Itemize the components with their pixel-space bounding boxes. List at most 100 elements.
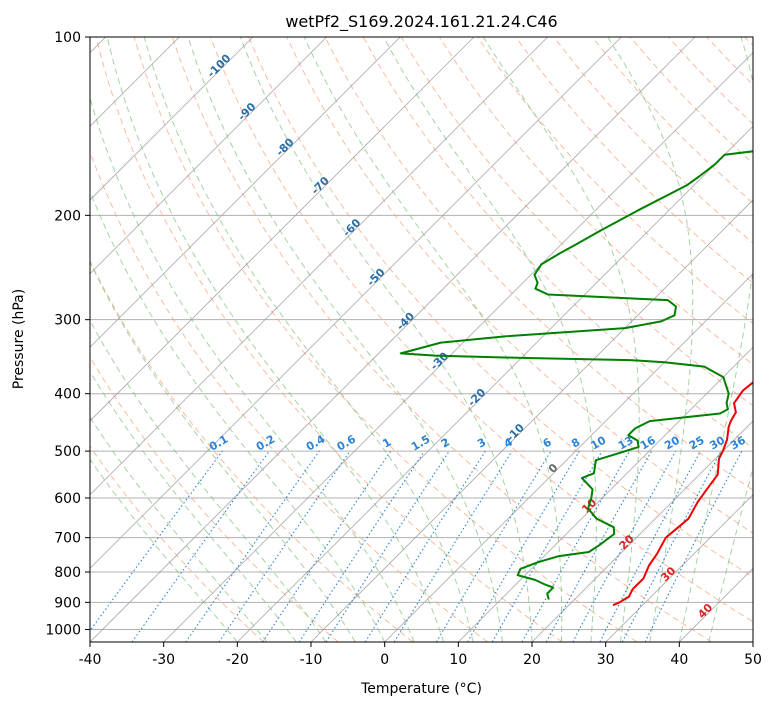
x-tick-label: -20: [226, 652, 249, 668]
mixing-ratio-label: 25: [687, 434, 707, 453]
mixing-ratio-lines: [90, 450, 743, 642]
isotherm-label: -60: [340, 216, 363, 239]
moist-adiabat: [90, 260, 356, 642]
isotherm-label: -90: [235, 100, 258, 123]
isotherm-label: -80: [273, 135, 296, 158]
mixing-ratio-line: [298, 450, 425, 642]
moist-adiabat: [90, 458, 238, 642]
isotherm-line: [310, 199, 753, 642]
mixing-ratio-line: [90, 450, 223, 632]
dry-adiabat: [95, 37, 563, 642]
y-tick-label: 500: [54, 444, 81, 460]
mixing-ratio-line: [521, 450, 630, 642]
isotherm-label: -70: [309, 174, 332, 197]
isotherm-label: 20: [617, 532, 637, 552]
dry-adiabat: [248, 37, 753, 578]
x-tick-label: -40: [79, 652, 102, 668]
dry-adiabat: [171, 37, 712, 642]
dry-adiabat: [286, 37, 753, 534]
isotherm-line: [90, 37, 622, 569]
mixing-ratio-line: [572, 450, 677, 642]
y-tick-label: 800: [54, 565, 81, 581]
isotherm-line: [458, 346, 753, 642]
moist-adiabat: [90, 370, 297, 642]
mixing-ratio-line: [325, 450, 450, 642]
isotherm-line: [531, 420, 753, 642]
pressure-grid: [90, 37, 753, 630]
x-tick-label: 30: [597, 652, 615, 668]
mixing-ratio-label: 0.1: [207, 433, 230, 454]
mixing-ratio-line: [644, 450, 743, 642]
moist-adiabat: [90, 416, 268, 642]
dry-adiabat: [591, 37, 753, 204]
dry-adiabat: [515, 37, 753, 284]
mixing-ratio-line: [599, 450, 701, 642]
sounding-series: [399, 150, 753, 607]
mixing-ratio-label: 20: [662, 433, 682, 452]
moist-adiabat: [607, 37, 694, 642]
x-tick-label: 50: [744, 652, 762, 668]
x-tick-label: 0: [380, 652, 389, 668]
mixing-ratio-label: 0.4: [304, 432, 328, 453]
isotherm-line: [679, 567, 753, 642]
x-tick-label: 10: [449, 652, 467, 668]
y-tick-label: 100: [54, 30, 81, 46]
mixing-ratio-line: [185, 450, 320, 642]
isotherm-line: [90, 37, 475, 422]
mixing-ratio-line: [218, 450, 351, 642]
plot-area: 0.1 0.2 0.4 0.6 1 1.5 2 3 4 6 8 10 13 16 20 25 30 36-100-…: [90, 37, 753, 642]
dry-adiabat: [90, 150, 488, 642]
isotherm-line: [90, 37, 696, 642]
x-tick-label: -10: [300, 652, 323, 668]
y-tick-label: 400: [54, 387, 81, 403]
mixing-ratio-line: [393, 450, 513, 642]
chart-title: wetPf2_S169.2024.161.21.24.C46: [285, 12, 557, 32]
dry-adiabat: [90, 445, 264, 642]
moist-adiabat: [383, 37, 597, 642]
mixing-ratio-line: [262, 450, 392, 642]
dry-adiabat: [90, 259, 414, 642]
isotherm-label: -20: [465, 386, 488, 409]
mixing-ratio-label: 36: [728, 433, 748, 452]
dry-adiabat: [90, 356, 339, 642]
y-tick-label: 700: [54, 531, 81, 547]
iso-labels: 0.1 0.2 0.4 0.6 1 1.5 2 3 4 6 8 10 13 16 20 25 30 36-100-…: [205, 51, 748, 621]
y-tick-label: 600: [54, 491, 81, 507]
isotherm-label: -40: [394, 310, 417, 333]
isotherm-label: 30: [658, 564, 678, 584]
mixing-ratio-label: 2: [439, 436, 452, 451]
plot-frame: [89, 36, 754, 643]
moist-adiabat: [106, 37, 445, 642]
mixing-ratio-label: 8: [569, 436, 582, 451]
x-axis: -40 -30 -20 -10 0 10 20 30 40 50: [79, 642, 762, 668]
dry-adiabat: [744, 37, 753, 47]
mixing-ratio-label: 10: [589, 433, 609, 452]
isotherm-line: [752, 641, 753, 642]
moist-adiabat: [90, 189, 386, 642]
y-tick-label: 900: [54, 595, 81, 611]
y-axis-label: Pressure (hPa): [11, 289, 27, 389]
y-tick-label: 1000: [45, 622, 81, 638]
moist-adiabats: [90, 37, 753, 642]
isotherm-line: [605, 494, 753, 642]
isotherm-line: [90, 37, 254, 201]
moist-adiabat: [187, 37, 503, 642]
temperature-line: [612, 381, 753, 607]
x-axis-label: Temperature (°C): [360, 681, 482, 697]
isotherm-line: [90, 37, 327, 275]
moist-adiabat: [708, 466, 753, 642]
moist-adiabat: [482, 37, 640, 642]
x-tick-label: 40: [670, 652, 688, 668]
isotherm-line: [90, 37, 401, 348]
moist-adiabat: [678, 37, 753, 642]
isotherm-label: 40: [695, 601, 715, 621]
dry-adiabat: [668, 37, 753, 125]
isotherm-line: [90, 37, 548, 496]
moist-adiabat: [143, 37, 474, 642]
dry-adiabat: [706, 37, 753, 86]
y-axis: 100 200 300 400 500 600 700 800 900 1000: [45, 30, 90, 638]
mixing-ratio-label: 0.2: [254, 433, 277, 454]
y-tick-label: 300: [54, 313, 81, 329]
dry-adiabat: [210, 37, 753, 623]
